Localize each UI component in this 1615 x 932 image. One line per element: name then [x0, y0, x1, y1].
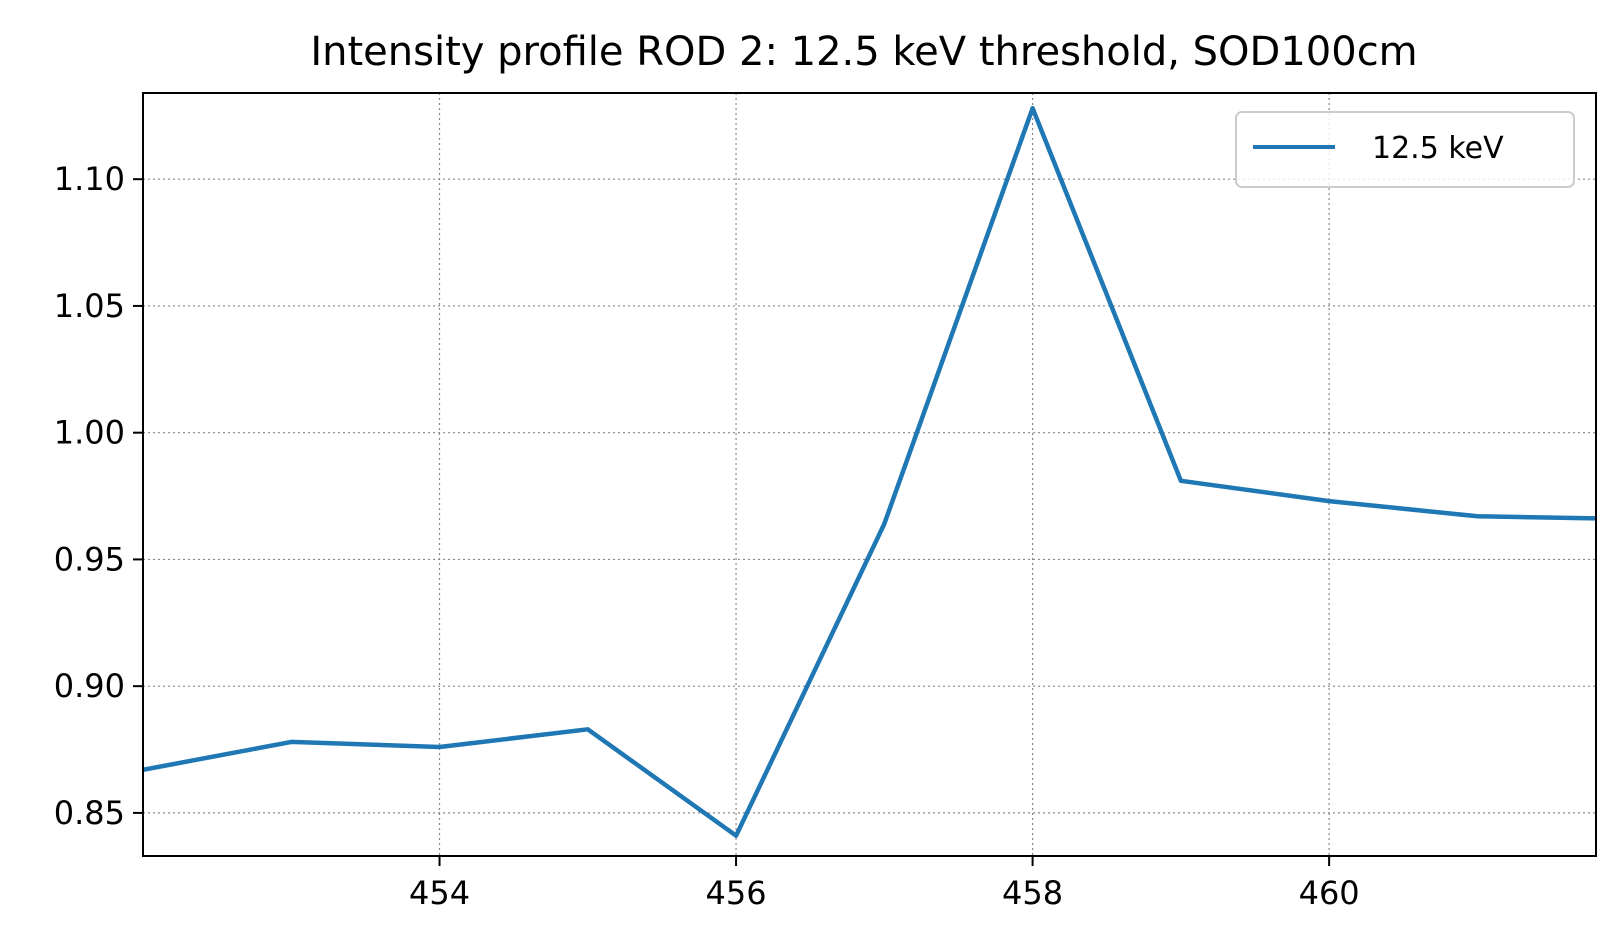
chart-title: Intensity profile ROD 2: 12.5 keV thresh…	[310, 29, 1417, 75]
legend-box	[1235, 111, 1575, 188]
x-tick-label: 456	[706, 874, 767, 912]
y-tick-label: 0.95	[54, 540, 125, 578]
series-line	[143, 105, 1596, 838]
series-layer	[143, 105, 1596, 838]
grid	[143, 93, 1596, 856]
y-tick-label: 1.05	[54, 287, 125, 325]
x-tick-label: 460	[1299, 874, 1360, 912]
x-tick-label: 454	[409, 874, 470, 912]
legend: 12.5 keV	[1235, 111, 1575, 188]
y-tick-label: 0.85	[54, 794, 125, 832]
y-tick-label: 1.00	[54, 414, 125, 452]
y-tick-label: 0.90	[54, 667, 125, 705]
y-tick-label: 1.10	[54, 160, 125, 198]
plot-frame	[142, 92, 1597, 857]
axis-ticks: 454 456 458 460 0.85 0.90 0.95 1.00 1.05 1.10	[54, 160, 1360, 912]
x-tick-label: 458	[1002, 874, 1063, 912]
legend-label: 12.5 keV	[1372, 131, 1504, 166]
